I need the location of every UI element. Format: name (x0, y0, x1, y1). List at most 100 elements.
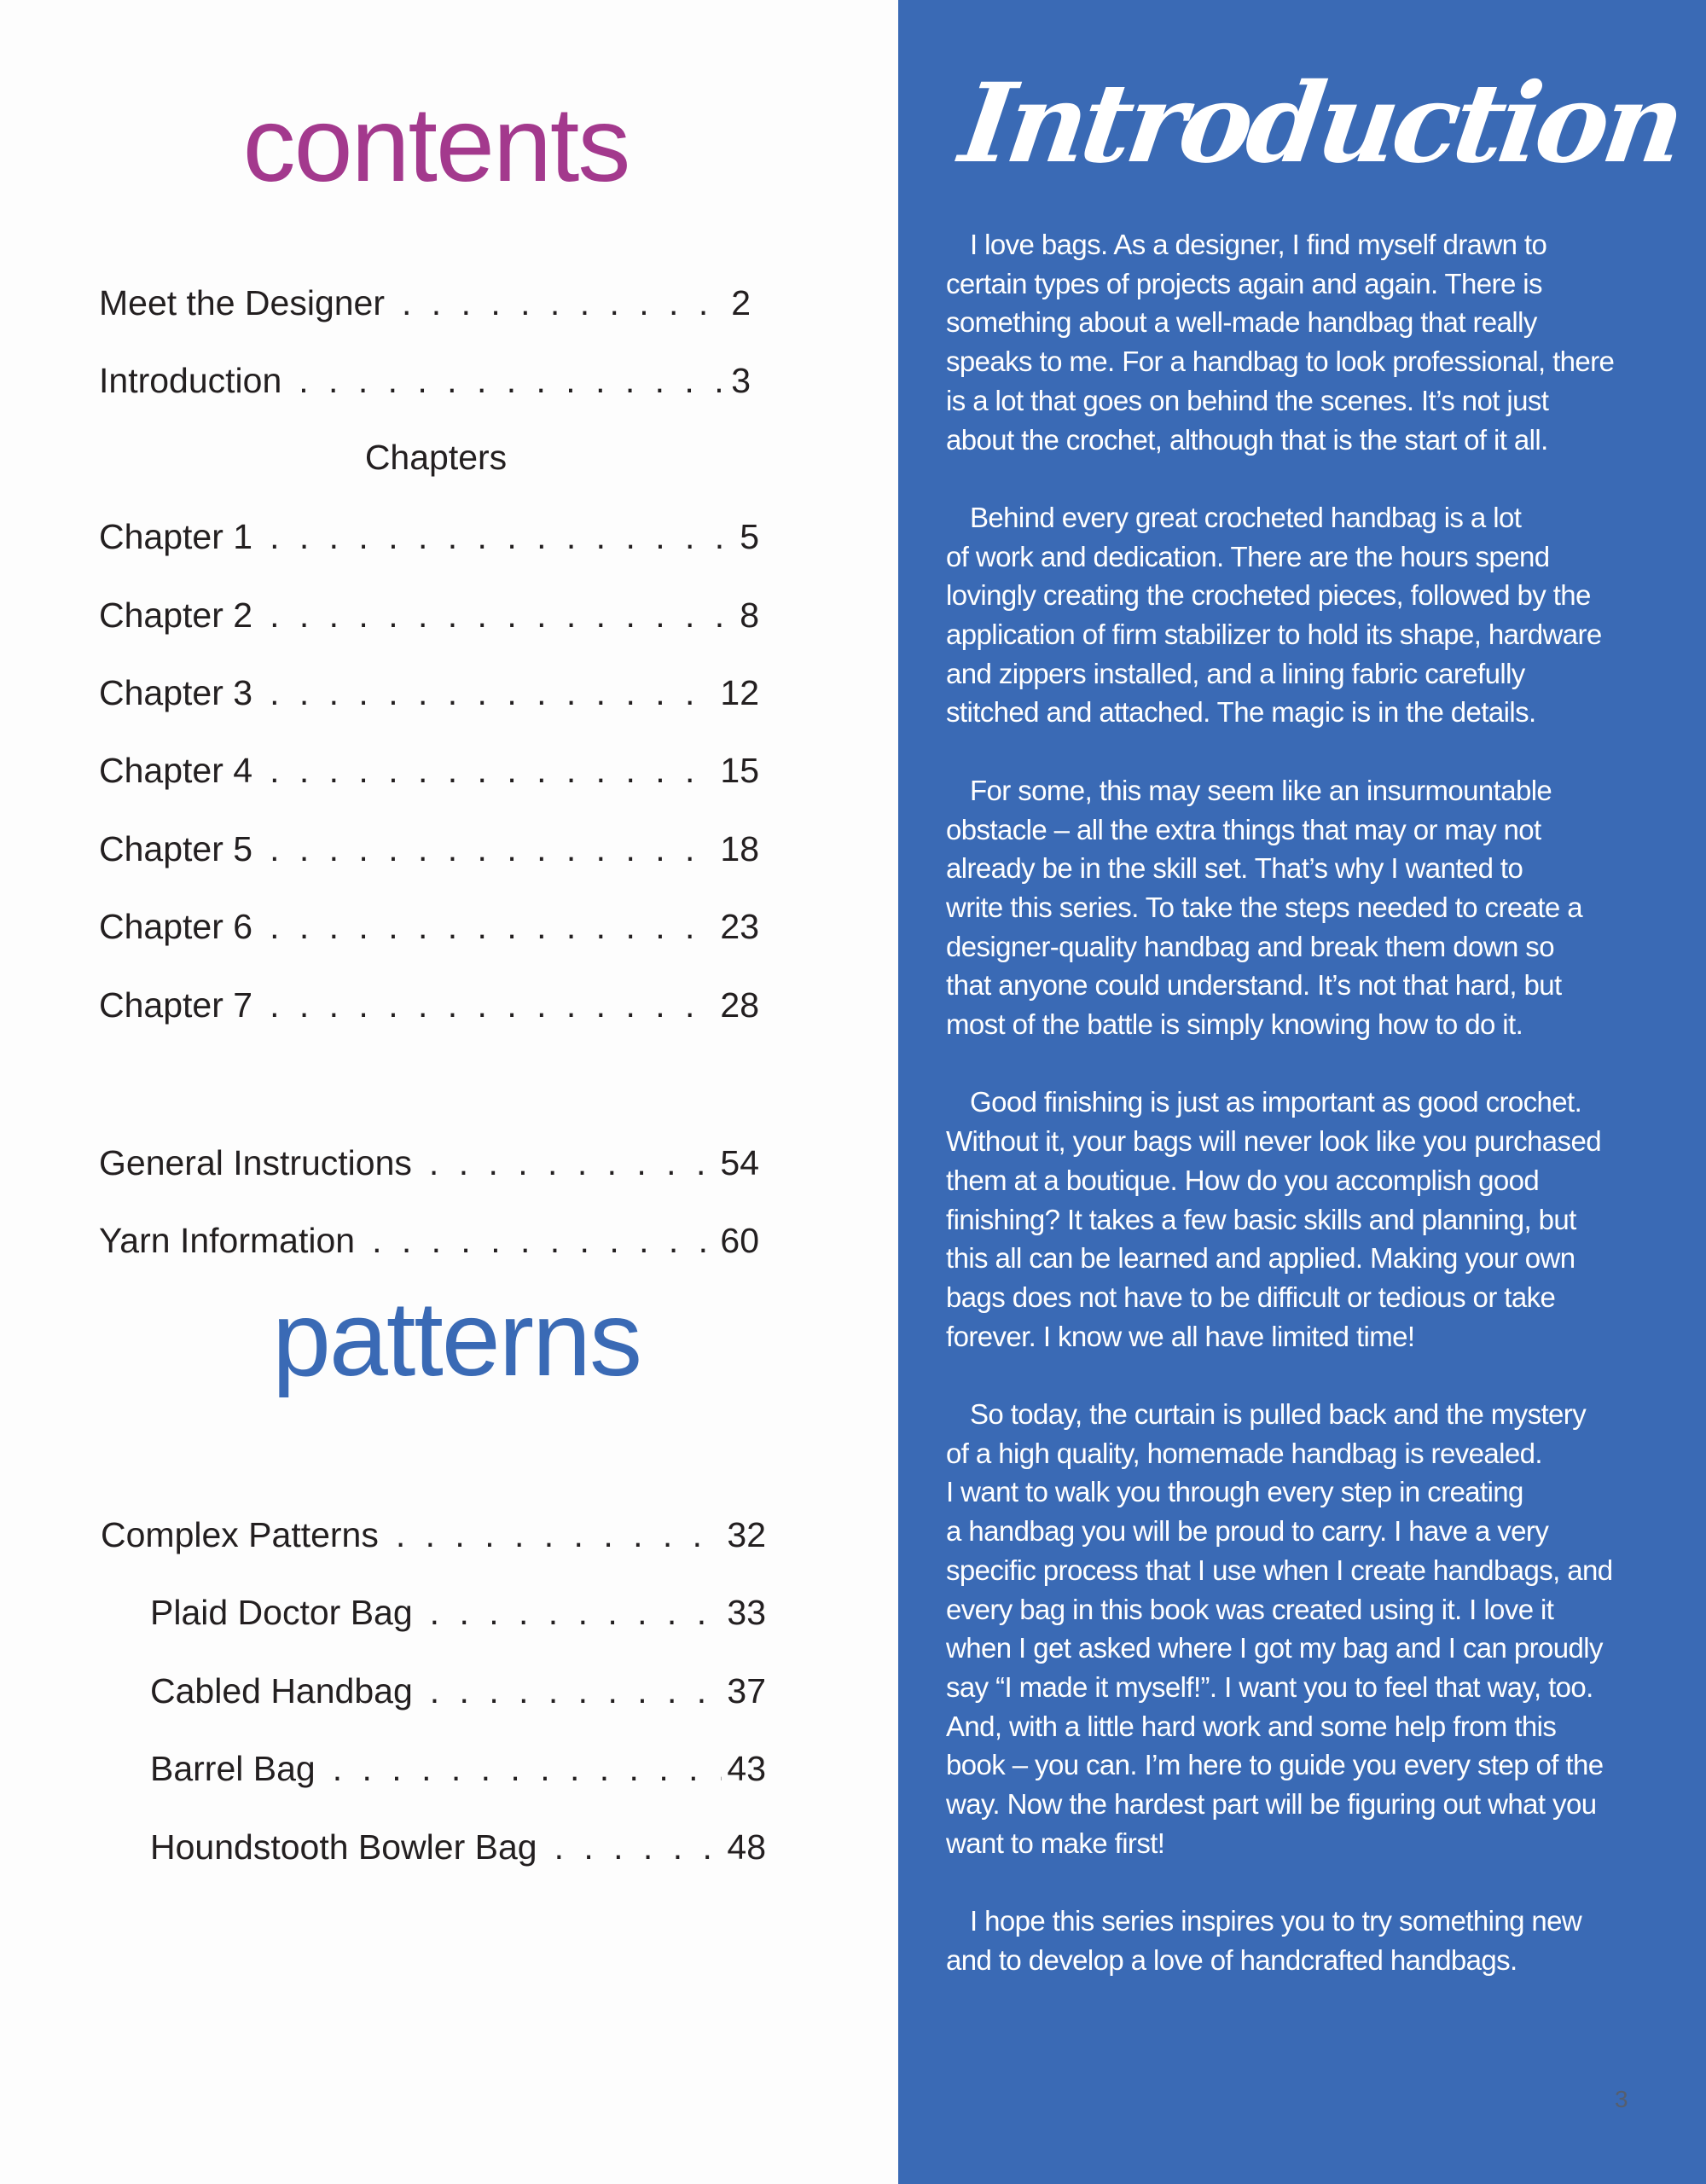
toc-entry-label: Complex Patterns (101, 1515, 379, 1554)
leader-dots: . . . . . . . . . . . . . . . . . . . . … (270, 907, 715, 947)
toc-entry[interactable]: Barrel Bag . . . . . . . . . . . . . . .… (150, 1747, 766, 1790)
toc-entry-label: Chapter 4 (99, 751, 253, 791)
text-line: Without it, your bags will never look li… (946, 1125, 1602, 1158)
text-line: write this series. To take the steps nee… (946, 891, 1583, 923)
text-line: I love bags. As a designer, I find mysel… (970, 229, 1547, 260)
toc-entry[interactable]: Chapter 3 . . . . . . . . . . . . . . . … (99, 671, 759, 714)
toc-entry-label: Chapter 5 (99, 828, 253, 868)
toc-entry[interactable]: Plaid Doctor Bag . . . . . . . . . . . .… (150, 1591, 766, 1634)
toc-entry-label: Barrel Bag (150, 1749, 316, 1789)
toc-entry-page: 15 (720, 751, 759, 791)
toc-entry-page: 5 (740, 517, 759, 557)
text-line: is a lot that goes on behind the scenes.… (946, 384, 1549, 416)
toc-entry-page: 8 (740, 595, 759, 635)
toc-entry[interactable]: Cabled Handbag . . . . . . . . . . . . .… (150, 1670, 766, 1712)
intro-paragraph: I hope this series inspires you to try s… (946, 1902, 1680, 1979)
toc-entry-page: 2 (731, 283, 751, 322)
intro-paragraph: So today, the curtain is pulled back and… (946, 1395, 1680, 1862)
toc-entry-label: Introduction (99, 361, 282, 401)
leader-dots: . . . . . . . . . . . . . . . . . . . . … (429, 1593, 722, 1633)
toc-entry-label: Chapter 1 (99, 517, 253, 557)
text-line: So today, the curtain is pulled back and… (970, 1398, 1587, 1431)
toc-entry-page: 3 (731, 361, 751, 401)
text-line: this all can be learned and applied. Mak… (946, 1242, 1575, 1275)
leader-dots: . . . . . . . . . . . . . . . . . . . . … (332, 1749, 722, 1789)
text-line: I want to walk you through every step in… (946, 1476, 1523, 1508)
toc-entry[interactable]: Complex Patterns . . . . . . . . . . . .… (101, 1513, 766, 1556)
contents-page (0, 0, 898, 2184)
text-line: say “I made it myself!”. I want you to f… (946, 1670, 1593, 1703)
text-line: obstacle – all the extra things that may… (946, 813, 1541, 845)
toc-entry-label: Chapter 2 (99, 595, 253, 635)
leader-dots: . . . . . . . . . . . . . . . . . . . . … (428, 1143, 715, 1182)
toc-entry[interactable]: Meet the Designer . . . . . . . . . . . … (99, 282, 751, 324)
leader-dots: . . . . . . . . . . . . . . . . . . . . … (270, 828, 715, 868)
toc-entry-page: 23 (720, 907, 759, 947)
toc-entry[interactable]: Chapter 6 . . . . . . . . . . . . . . . … (99, 905, 759, 948)
leader-dots: . . . . . . . . . . . . . . . . . . . . … (554, 1827, 722, 1867)
toc-entry-label: Chapter 3 (99, 673, 253, 712)
toc-entry[interactable]: Chapter 7 . . . . . . . . . . . . . . . … (99, 984, 759, 1026)
introduction-panel (898, 0, 1706, 2184)
leader-dots: . . . . . . . . . . . . . . . . . . . . … (270, 517, 734, 557)
patterns-title: patterns (271, 1281, 642, 1398)
intro-paragraph: Good finishing is just as important as g… (946, 1083, 1680, 1356)
text-line: of work and dedication. There are the ho… (946, 540, 1550, 572)
leader-dots: . . . . . . . . . . . . . . . . . . . . … (299, 361, 726, 401)
toc-entry[interactable]: Chapter 2 . . . . . . . . . . . . . . . … (99, 594, 759, 636)
text-line: For some, this may seem like an insurmou… (970, 774, 1552, 806)
leader-dots: . . . . . . . . . . . . . . . . . . . . … (270, 673, 715, 712)
toc-entry-page: 48 (727, 1827, 766, 1867)
text-line: way. Now the hardest part will be figuri… (946, 1788, 1597, 1821)
intro-paragraph: For some, this may seem like an insurmou… (946, 771, 1680, 1044)
text-line: stitched and attached. The magic is in t… (946, 696, 1536, 729)
text-line: about the crochet, although that is the … (946, 423, 1548, 456)
toc-entry[interactable]: Introduction . . . . . . . . . . . . . .… (99, 359, 751, 402)
leader-dots: . . . . . . . . . . . . . . . . . . . . … (270, 595, 734, 635)
toc-entry[interactable]: Houndstooth Bowler Bag . . . . . . . . .… (150, 1826, 766, 1868)
toc-entry-page: 32 (727, 1515, 766, 1554)
text-line: when I get asked where I got my bag and … (946, 1632, 1603, 1664)
text-line: application of firm stabilizer to hold i… (946, 619, 1602, 651)
text-line: bags does not have to be difficult or te… (946, 1281, 1556, 1313)
leader-dots: . . . . . . . . . . . . . . . . . . . . … (270, 985, 715, 1025)
toc-entry[interactable]: Chapter 4 . . . . . . . . . . . . . . . … (99, 749, 759, 792)
toc-entry-page: 18 (720, 828, 759, 868)
text-line: I hope this series inspires you to try s… (970, 1905, 1582, 1937)
toc-entry-label: General Instructions (99, 1143, 412, 1182)
text-line: forever. I know we all have limited time… (946, 1320, 1415, 1352)
toc-entry-page: 60 (720, 1221, 759, 1261)
toc-entry-label: Cabled Handbag (150, 1670, 413, 1711)
text-line: of a high quality, homemade handbag is r… (946, 1437, 1543, 1469)
introduction-body: I love bags. As a designer, I find mysel… (946, 225, 1680, 2018)
toc-entry-label: Plaid Doctor Bag (150, 1593, 413, 1633)
leader-dots: . . . . . . . . . . . . . . . . . . . . … (429, 1670, 722, 1711)
toc-entry[interactable]: Chapter 1 . . . . . . . . . . . . . . . … (99, 515, 759, 558)
text-line: book – you can. I’m here to guide you ev… (946, 1749, 1604, 1781)
toc-entry-label: Meet the Designer (99, 283, 386, 322)
leader-dots: . . . . . . . . . . . . . . . . . . . . … (372, 1221, 715, 1261)
toc-entry[interactable]: Chapter 5 . . . . . . . . . . . . . . . … (99, 828, 759, 870)
toc-entry[interactable]: Yarn Information . . . . . . . . . . . .… (99, 1219, 759, 1262)
toc-entry-page: 33 (727, 1593, 766, 1633)
leader-dots: . . . . . . . . . . . . . . . . . . . . … (402, 283, 726, 322)
text-line: finishing? It takes a few basic skills a… (946, 1203, 1576, 1235)
toc-entry-page: 43 (727, 1749, 766, 1789)
contents-title: contents (242, 86, 631, 204)
chapters-heading: Chapters (364, 437, 508, 477)
leader-dots: . . . . . . . . . . . . . . . . . . . . … (395, 1515, 722, 1554)
leader-dots: . . . . . . . . . . . . . . . . . . . . … (270, 751, 715, 791)
intro-paragraph: Behind every great crocheted handbag is … (946, 498, 1680, 732)
text-line: and zippers installed, and a lining fabr… (946, 657, 1525, 689)
toc-entry-label: Chapter 7 (99, 985, 253, 1025)
toc-entry-page: 37 (727, 1670, 766, 1711)
text-line: designer-quality handbag and break them … (946, 930, 1555, 962)
text-line: something about a well-made handbag that… (946, 306, 1537, 339)
toc-entry[interactable]: General Instructions . . . . . . . . . .… (99, 1141, 759, 1184)
text-line: them at a boutique. How do you accomplis… (946, 1164, 1540, 1196)
introduction-title: Introduction (953, 60, 1688, 188)
text-line: speaks to me. For a handbag to look prof… (946, 346, 1615, 378)
text-line: already be in the skill set. That’s why … (946, 852, 1523, 885)
text-line: that anyone could understand. It’s not t… (946, 969, 1562, 1002)
text-line: lovingly creating the crocheted pieces, … (946, 579, 1591, 612)
